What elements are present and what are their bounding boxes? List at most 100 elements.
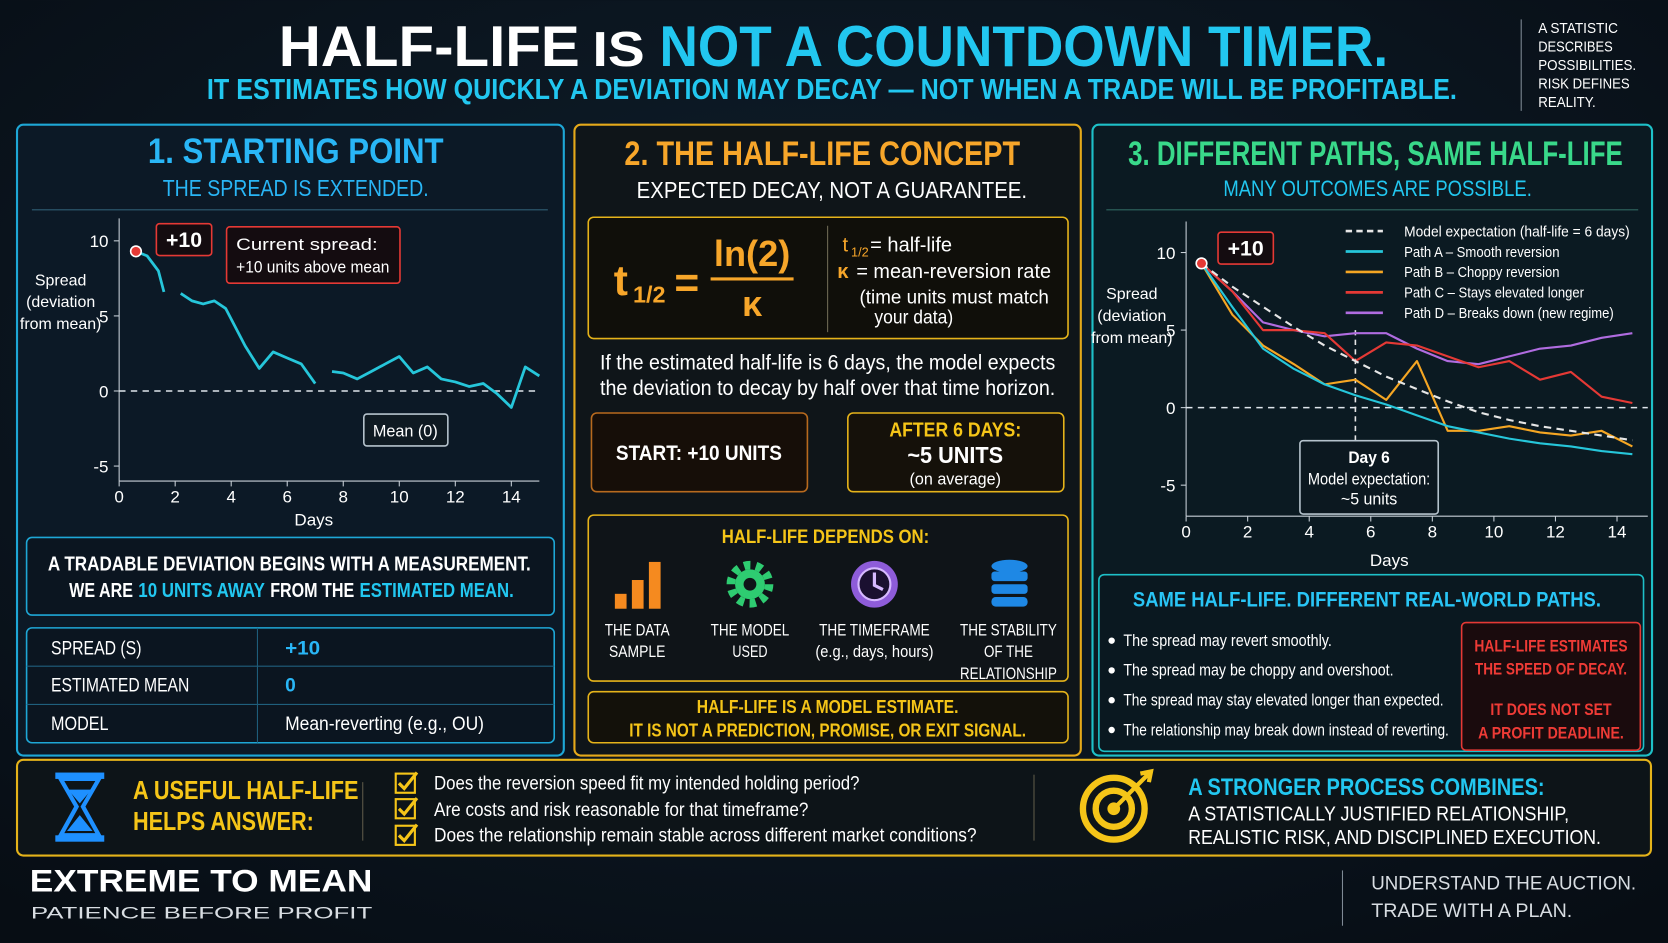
y-axis-label: Spread — [35, 272, 86, 289]
annotation: +10 units above mean — [236, 258, 389, 277]
icon-gear — [743, 577, 757, 591]
motto: UNDERSTAND THE AUCTION. — [1371, 874, 1636, 895]
start-point — [1195, 257, 1208, 270]
series-line — [1200, 262, 1633, 405]
y-axis-label: from mean) — [1091, 330, 1172, 347]
icon-bar — [631, 580, 644, 609]
table-cell: ESTIMATED MEAN — [51, 676, 189, 697]
x-tick-label: 2 — [1243, 522, 1252, 541]
after-box: (on average) — [910, 469, 1001, 488]
x-tick-label: 2 — [170, 487, 179, 506]
bottom-bar — [15, 758, 1653, 857]
icon-database — [991, 571, 1028, 582]
depends-box — [587, 514, 1069, 682]
bullet — [1108, 726, 1115, 734]
footer-note: HALF-LIFE IS A MODEL ESTIMATE. — [697, 697, 959, 717]
side-note: POSSIBILITIES. — [1538, 58, 1636, 74]
y-tick-label: -5 — [1160, 477, 1175, 496]
y-tick-label: 0 — [1166, 399, 1175, 418]
icon-bar — [614, 593, 627, 609]
tagline: PATIENCE BEFORE PROFIT — [31, 903, 372, 922]
icon-database — [991, 584, 1028, 594]
panel-subtitle: EXPECTED DECAY, NOT A GUARANTEE. — [637, 177, 1027, 203]
warning-box — [1460, 621, 1642, 752]
warning-text: A PROFIT DEADLINE. — [1478, 724, 1624, 743]
y-axis-label: from mean) — [20, 316, 101, 333]
y-tick-label: 10 — [1157, 244, 1176, 263]
formula: t — [614, 257, 628, 305]
side-note: A STATISTIC — [1538, 21, 1618, 37]
definition: t — [843, 234, 849, 256]
footer-note: IT IS NOT A PREDICTION, PROMISE, OR EXIT… — [629, 720, 1026, 740]
definition: κ — [837, 261, 849, 283]
checkmark — [397, 797, 419, 817]
warning-text: THE SPEED OF DECAY. — [1475, 660, 1627, 679]
bullet-text: The spread may stay elevated longer than… — [1123, 691, 1443, 710]
depends-item: THE MODEL — [711, 620, 790, 639]
annotation-box — [363, 413, 449, 447]
annotation: ~5 units — [1341, 489, 1397, 508]
table-cell: Mean-reverting (e.g., OU) — [285, 714, 484, 735]
note: 10 UNITS AWAY — [138, 580, 265, 602]
y-tick-label: 10 — [90, 232, 109, 251]
title: HALF-LIFE — [279, 15, 580, 79]
icon-arrow — [1112, 768, 1154, 811]
annotation-box — [1217, 231, 1275, 265]
panel-subtitle: THE SPREAD IS EXTENDED. — [163, 175, 429, 201]
icon-clock-hands — [872, 572, 884, 592]
legend-label: Path D – Breaks down (new regime) — [1404, 306, 1614, 322]
motto: TRADE WITH A PLAN. — [1371, 901, 1572, 922]
depends-item: THE DATA — [605, 620, 670, 639]
annotation: Current spread: — [236, 235, 377, 254]
paragraph: the deviation to decay by half over that… — [600, 376, 1055, 400]
depends-item: USED — [732, 642, 767, 661]
checkbox — [394, 798, 416, 820]
legend-label: Model expectation (half-life = 6 days) — [1404, 224, 1630, 240]
x-tick-label: 4 — [226, 487, 235, 506]
series-line — [1200, 262, 1633, 366]
depends-item: THE STABILITY — [960, 620, 1057, 639]
title: IS — [593, 23, 645, 77]
x-axis-label: Days — [294, 511, 333, 530]
formula: ln(2) — [714, 233, 790, 274]
formula: κ — [742, 283, 763, 324]
x-tick-label: 10 — [390, 487, 409, 506]
x-tick-label: 10 — [1484, 522, 1503, 541]
bottom-heading: HELPS ANSWER: — [133, 808, 314, 836]
question: Does the reversion speed fit my intended… — [434, 774, 860, 795]
panel-title: 2. THE HALF-LIFE CONCEPT — [624, 135, 1020, 173]
question: Are costs and risk reasonable for that t… — [434, 800, 808, 821]
icon-bar — [648, 561, 661, 609]
bullet — [1108, 697, 1115, 704]
start-box — [590, 412, 809, 493]
box-title: SAME HALF-LIFE. DIFFERENT REAL-WORLD PAT… — [1133, 588, 1601, 612]
panel-title: 1. STARTING POINT — [148, 132, 444, 171]
process-line: A STATISTICALLY JUSTIFIED RELATIONSHIP, — [1188, 803, 1569, 825]
icon-database — [991, 597, 1028, 607]
checkbox — [394, 772, 416, 794]
table-cell: MODEL — [51, 714, 108, 735]
checkbox — [394, 824, 416, 846]
checkmark — [397, 823, 419, 844]
warning-text: HALF-LIFE ESTIMATES — [1474, 636, 1627, 655]
x-tick-label: 8 — [1428, 522, 1437, 541]
series-line — [1200, 262, 1633, 456]
icon-hourglass — [55, 835, 105, 842]
depends-item: (e.g., days, hours) — [815, 642, 933, 661]
icon-database — [991, 559, 1028, 573]
annotation-box — [155, 222, 213, 257]
y-axis-label: Spread — [1106, 286, 1157, 303]
process-line: REALISTIC RISK, AND DISCIPLINED EXECUTIO… — [1188, 827, 1601, 849]
formula: = — [674, 259, 699, 307]
annotation: +10 — [166, 228, 202, 252]
annotation: Mean (0) — [373, 421, 438, 440]
paragraph: If the estimated half-life is 6 days, th… — [600, 350, 1055, 374]
note: WE ARE — [69, 580, 133, 602]
footer-box — [587, 690, 1069, 744]
bullet — [1108, 667, 1115, 674]
legend-label: Path A – Smooth reversion — [1404, 245, 1559, 261]
note: ESTIMATED MEAN. — [360, 580, 514, 602]
start-point — [129, 245, 143, 258]
panel-subtitle: MANY OUTCOMES ARE POSSIBLE. — [1223, 176, 1531, 201]
